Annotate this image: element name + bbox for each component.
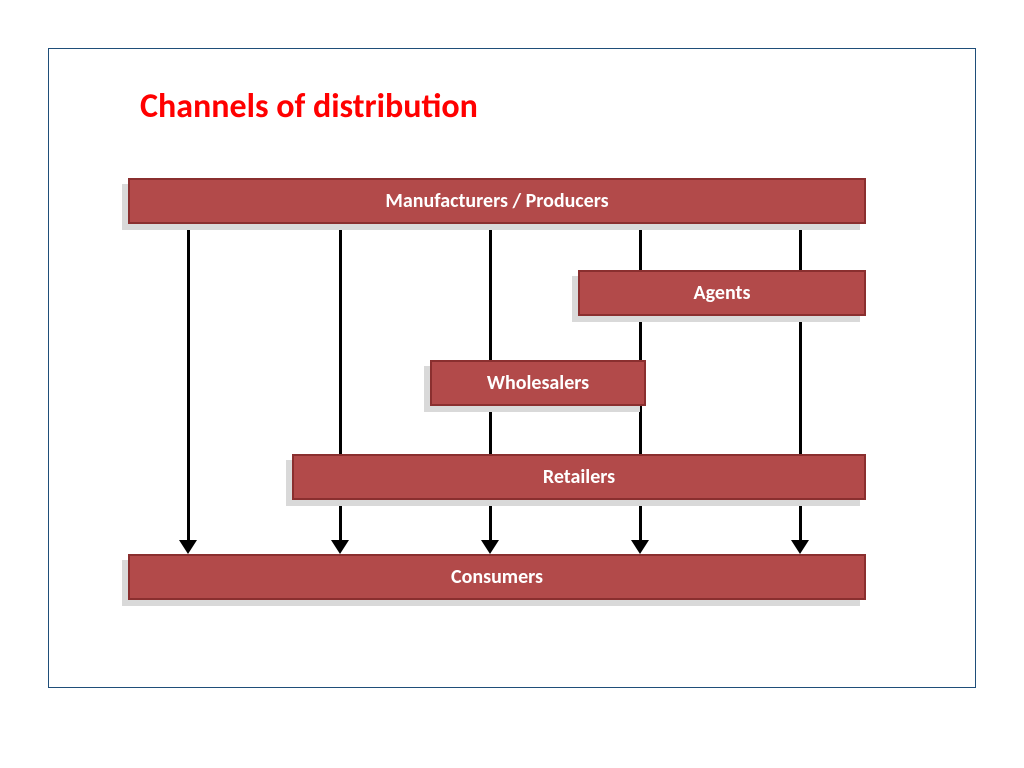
agents-node: Agents [578,270,866,316]
arrow-head-3 [631,540,649,554]
consumers-node: Consumers [128,554,866,600]
arrow-head-2 [481,540,499,554]
manufacturers-label: Manufacturers / Producers [385,189,608,213]
arrow-head-4 [791,540,809,554]
diagram-title: Channels of distribution [140,86,478,127]
retailers-label: Retailers [543,465,615,489]
arrow-line-0 [187,224,190,540]
arrow-head-1 [331,540,349,554]
wholesalers-label: Wholesalers [487,371,589,395]
retailers-node: Retailers [292,454,866,500]
agents-label: Agents [694,281,751,305]
arrow-head-0 [179,540,197,554]
consumers-label: Consumers [451,565,543,589]
manufacturers-node: Manufacturers / Producers [128,178,866,224]
wholesalers-node: Wholesalers [430,360,646,406]
